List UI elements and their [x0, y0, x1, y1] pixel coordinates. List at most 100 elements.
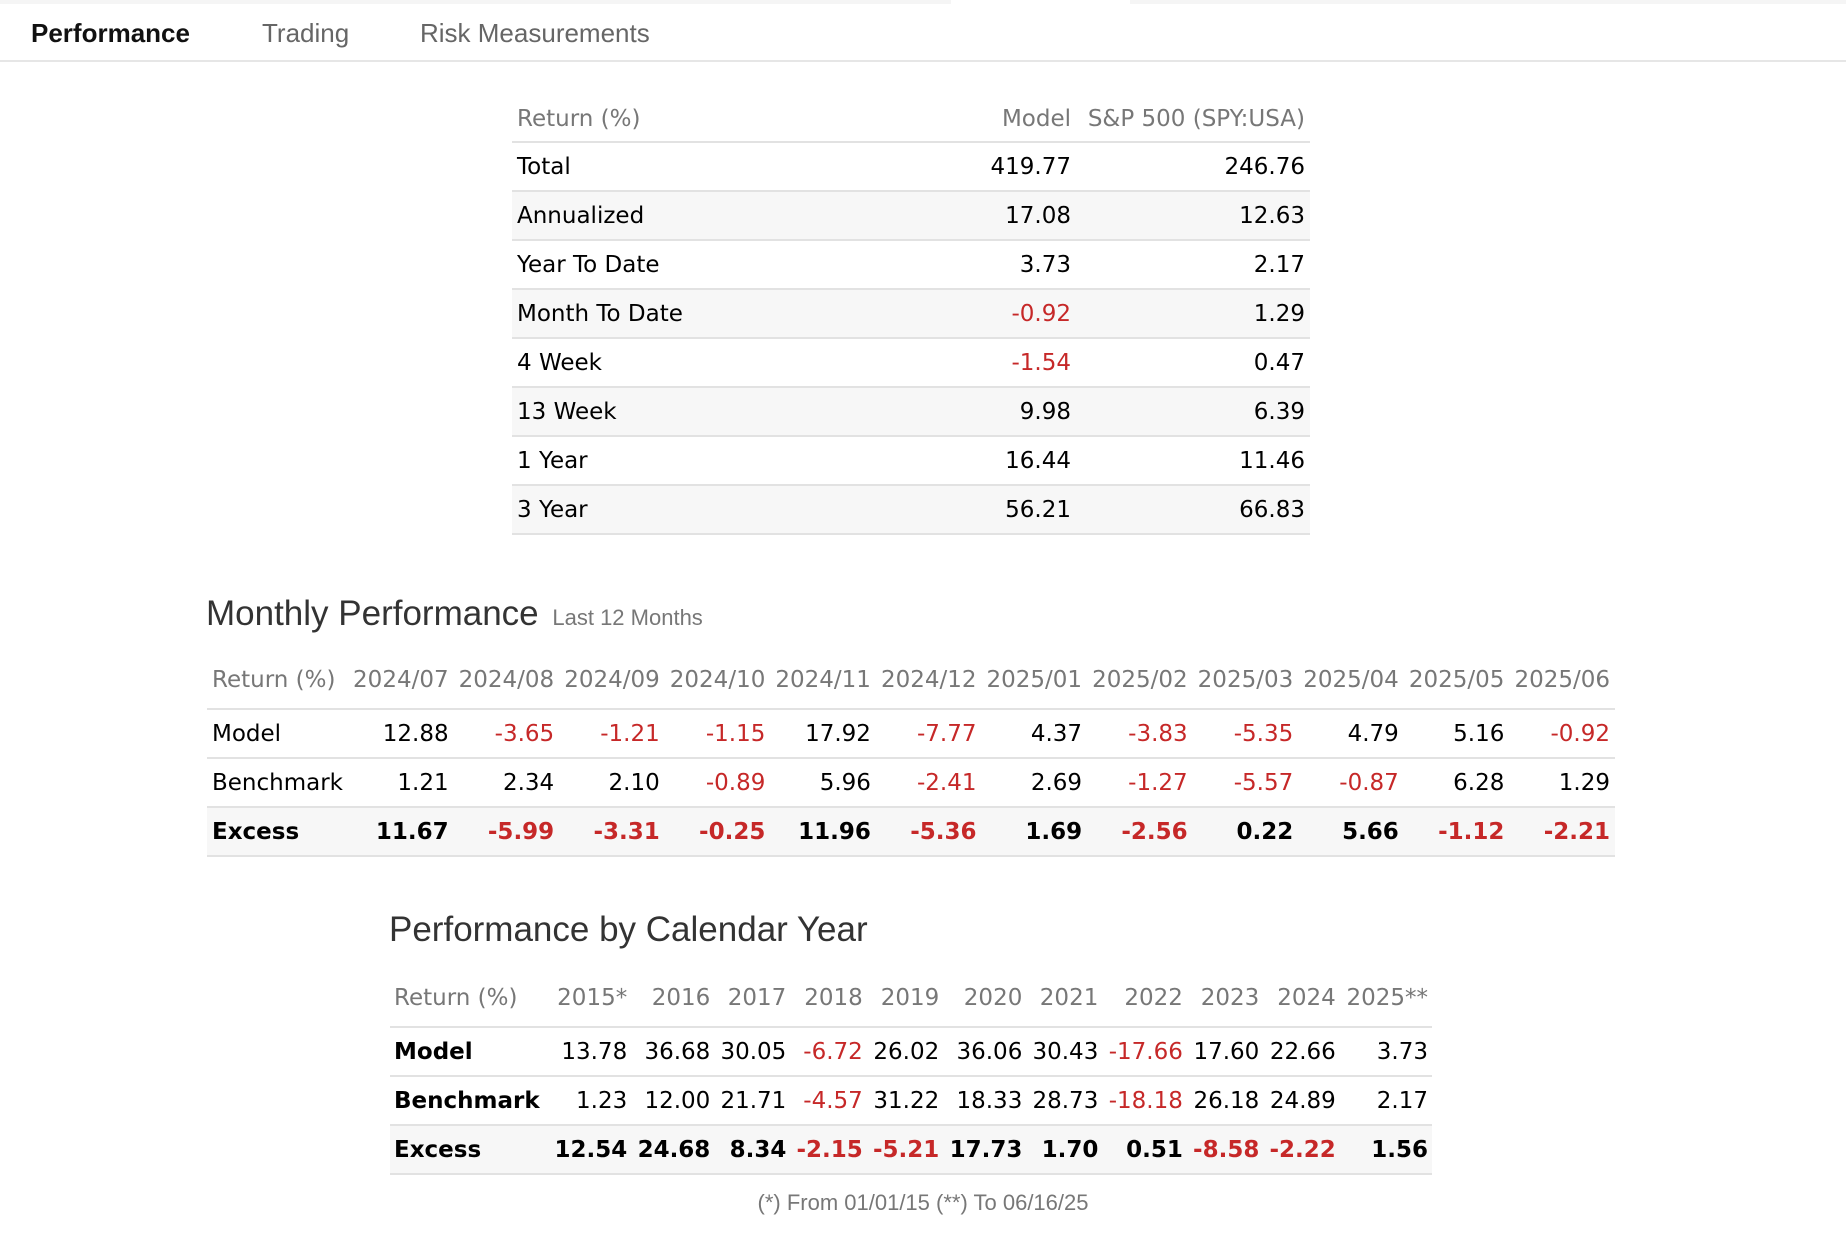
monthly-header-cell: 2024/07: [348, 652, 454, 710]
monthly-value-cell: -5.99: [453, 807, 560, 857]
monthly-value-cell: -0.89: [664, 758, 771, 808]
calendar-value-cell: 1.56: [1339, 1125, 1432, 1175]
monthly-value-cell: -5.35: [1192, 709, 1299, 759]
top-accent-segment: [1130, 0, 1846, 4]
monthly-value-cell: -0.87: [1298, 758, 1404, 808]
monthly-value-cell: 2.69: [981, 758, 1088, 808]
returns-header-label: Return (%): [512, 90, 956, 143]
calendar-value-cell: 18.33: [943, 1076, 1027, 1126]
returns-row: Annualized 17.08 12.63: [512, 191, 1310, 241]
returns-row-label: 13 Week: [512, 387, 956, 437]
monthly-row: Excess 11.67 -5.99 -3.31 -0.25 11.96 -5.36 1.69…: [207, 807, 1615, 857]
calendar-value-cell: 26.18: [1186, 1076, 1264, 1126]
returns-value-cell: 6.39: [1076, 387, 1310, 437]
returns-value-cell: 419.77: [956, 142, 1076, 192]
tab-risk-measurements[interactable]: Risk Measurements: [420, 18, 650, 48]
monthly-value-cell: -2.41: [875, 758, 982, 808]
calendar-value-cell: -5.21: [866, 1125, 944, 1175]
calendar-year-table: Return (%) 2015* 2016 2017 2018 2019 2020 2021 2…: [390, 970, 1432, 1175]
monthly-value-cell: 4.37: [981, 709, 1088, 759]
monthly-header-cell: 2025/04: [1298, 652, 1404, 710]
calendar-header-cell: 2016: [631, 970, 715, 1028]
monthly-row: Benchmark 1.21 2.34 2.10 -0.89 5.96 -2.41 2.69-…: [207, 758, 1615, 808]
monthly-value-cell: 11.67: [348, 807, 454, 857]
calendar-value-cell: -18.18: [1102, 1076, 1187, 1126]
monthly-value-cell: -0.92: [1509, 709, 1615, 759]
calendar-value-cell: 12.00: [631, 1076, 715, 1126]
calendar-value-cell: 1.70: [1026, 1125, 1103, 1175]
monthly-row: Model 12.88 -3.65 -1.21 -1.15 17.92 -7.77 4.37-…: [207, 709, 1615, 759]
calendar-value-cell: 17.60: [1186, 1027, 1264, 1077]
calendar-value-cell: -2.22: [1263, 1125, 1340, 1175]
returns-value-cell: 12.63: [1076, 191, 1310, 241]
monthly-header-cell: 2025/05: [1403, 652, 1510, 710]
calendar-header-cell: 2024: [1263, 970, 1340, 1028]
monthly-value-cell: -1.12: [1403, 807, 1510, 857]
monthly-header-cell: 2025/01: [981, 652, 1088, 710]
calendar-header-cell: 2023: [1186, 970, 1264, 1028]
calendar-header-cell: 2020: [943, 970, 1027, 1028]
monthly-row-label: Benchmark: [207, 758, 349, 808]
calendar-value-cell: 0.51: [1102, 1125, 1187, 1175]
calendar-row-label: Model: [390, 1027, 549, 1077]
footnote: (*) From 01/01/15 (**) To 06/16/25: [757, 1190, 1089, 1215]
returns-row: 4 Week -1.54 0.47: [512, 338, 1310, 388]
calendar-value-cell: -2.15: [790, 1125, 867, 1175]
calendar-header-cell: 2018: [790, 970, 867, 1028]
returns-value-cell: 0.47: [1076, 338, 1310, 388]
calendar-value-cell: 30.43: [1026, 1027, 1103, 1077]
monthly-row-label: Excess: [207, 807, 349, 857]
monthly-value-cell: -2.21: [1509, 807, 1615, 857]
calendar-value-cell: 31.22: [866, 1076, 944, 1126]
monthly-title-text: Monthly Performance: [206, 594, 539, 633]
monthly-header-cell: 2025/02: [1087, 652, 1193, 710]
monthly-header-row: Return (%) 2024/07 2024/08 2024/09 2024/10 20…: [207, 652, 1615, 710]
monthly-value-cell: -0.25: [664, 807, 771, 857]
monthly-value-cell: 2.34: [453, 758, 560, 808]
returns-row: 13 Week 9.98 6.39: [512, 387, 1310, 437]
monthly-value-cell: -1.27: [1087, 758, 1193, 808]
calendar-header-cell: Return (%): [390, 970, 549, 1028]
monthly-header-cell: 2025/06: [1509, 652, 1615, 710]
calendar-performance-title: Performance by Calendar Year: [389, 910, 868, 949]
calendar-value-cell: 13.78: [548, 1027, 632, 1077]
returns-value-cell: 16.44: [956, 436, 1076, 486]
returns-value-cell: 17.08: [956, 191, 1076, 241]
returns-row-label: Total: [512, 142, 956, 192]
returns-header-row: Return (%) Model S&P 500 (SPY:USA): [512, 90, 1310, 143]
calendar-value-cell: -8.58: [1186, 1125, 1264, 1175]
monthly-value-cell: -3.31: [559, 807, 665, 857]
returns-value-cell: -0.92: [956, 289, 1076, 339]
calendar-header-cell: 2021: [1026, 970, 1103, 1028]
monthly-subtitle: Last 12 Months: [552, 605, 703, 630]
monthly-value-cell: 1.21: [348, 758, 454, 808]
returns-value-cell: 56.21: [956, 485, 1076, 535]
monthly-header-cell: 2024/10: [664, 652, 771, 710]
calendar-value-cell: 17.73: [943, 1125, 1027, 1175]
calendar-value-cell: -17.66: [1102, 1027, 1187, 1077]
monthly-header-cell: 2024/11: [770, 652, 876, 710]
calendar-value-cell: 24.89: [1263, 1076, 1340, 1126]
returns-row: 3 Year 56.21 66.83: [512, 485, 1310, 535]
monthly-header-cell: Return (%): [207, 652, 349, 710]
monthly-value-cell: -2.56: [1087, 807, 1193, 857]
returns-value-cell: 11.46: [1076, 436, 1310, 486]
returns-row-label: 4 Week: [512, 338, 956, 388]
calendar-value-cell: 1.23: [548, 1076, 632, 1126]
returns-row: Month To Date -0.92 1.29: [512, 289, 1310, 339]
tab-performance[interactable]: Performance: [31, 18, 190, 48]
returns-header-benchmark: S&P 500 (SPY:USA): [1076, 90, 1310, 143]
monthly-header-cell: 2024/12: [875, 652, 982, 710]
calendar-value-cell: 3.73: [1339, 1027, 1432, 1077]
returns-value-cell: 246.76: [1076, 142, 1310, 192]
tab-trading[interactable]: Trading: [262, 18, 350, 48]
calendar-header-cell: 2015*: [548, 970, 632, 1028]
calendar-value-cell: -4.57: [790, 1076, 867, 1126]
returns-row: Total 419.77 246.76: [512, 142, 1310, 192]
monthly-header-cell: 2024/08: [453, 652, 560, 710]
returns-row-label: Annualized: [512, 191, 956, 241]
monthly-value-cell: 5.96: [770, 758, 876, 808]
calendar-row-label: Excess: [390, 1125, 549, 1175]
returns-row-label: 1 Year: [512, 436, 956, 486]
calendar-header-cell: 2025**: [1339, 970, 1432, 1028]
